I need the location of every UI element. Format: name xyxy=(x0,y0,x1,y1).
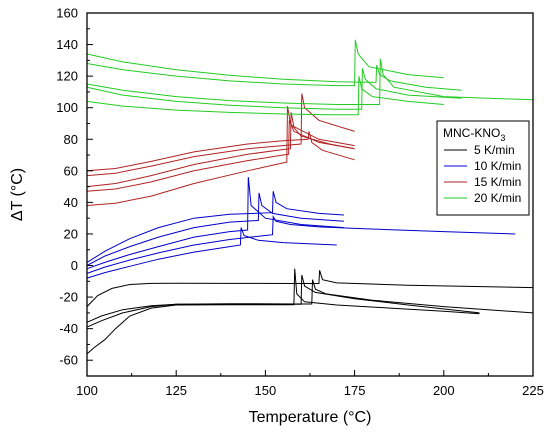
legend-entry-label: 20 K/min xyxy=(474,191,521,205)
y-tick-label: 100 xyxy=(56,100,78,115)
curves xyxy=(86,39,534,355)
x-tick-label: 225 xyxy=(522,383,544,398)
legend-title-subscript: 3 xyxy=(500,133,505,143)
series-line-1 xyxy=(86,268,480,355)
legend-title: MNC-KNO3 xyxy=(443,126,505,143)
x-tick-label: 150 xyxy=(255,383,277,398)
legend: MNC-KNO3 5 K/min 10 K/min 15 K/min 20 K/min xyxy=(436,120,530,216)
tick-labels: 100 125 150 175 200 225 -60 -40 -20 0 20 40 60 80 100 1… xyxy=(56,6,544,399)
y-tick-label: 0 xyxy=(71,258,78,273)
y-tick-label: -40 xyxy=(59,321,78,336)
y-tick-label: 120 xyxy=(56,69,78,84)
series-line-6 xyxy=(86,214,516,274)
x-tick-label: 175 xyxy=(344,383,366,398)
legend-box xyxy=(436,120,530,216)
series-line-13 xyxy=(86,93,355,177)
x-tick-label: 100 xyxy=(76,383,98,398)
y-tick-label: 40 xyxy=(64,195,78,210)
x-tick-label: 125 xyxy=(165,383,187,398)
y-tick-label: 140 xyxy=(56,37,78,52)
y-tick-label: 60 xyxy=(64,163,78,178)
y-axis-title: ΔT (°C) xyxy=(9,168,26,221)
legend-entry-label: 15 K/min xyxy=(474,175,521,189)
series-line-19 xyxy=(86,53,462,91)
y-tick-label: 80 xyxy=(64,132,78,147)
legend-entry-label: 10 K/min xyxy=(474,159,521,173)
series-line-12 xyxy=(86,112,355,188)
series-line-9 xyxy=(86,191,344,263)
ticks xyxy=(86,12,534,376)
series-line-7 xyxy=(86,177,344,270)
legend-title-main: MNC-KNO xyxy=(443,126,500,140)
y-tick-label: 160 xyxy=(56,6,78,21)
series-line-8 xyxy=(86,192,344,266)
series-line-5 xyxy=(86,227,337,279)
y-tick-label: 20 xyxy=(64,226,78,241)
x-tick-label: 200 xyxy=(433,383,455,398)
series-line-14 xyxy=(86,131,355,172)
y-tick-label: -20 xyxy=(59,290,78,305)
series-line-18 xyxy=(86,39,444,87)
legend-entry-label: 5 K/min xyxy=(474,143,515,157)
x-axis-title: Temperature (°C) xyxy=(249,409,372,426)
legend-items: 5 K/min 10 K/min 15 K/min 20 K/min xyxy=(444,143,521,205)
series-line-15 xyxy=(86,75,444,116)
series-line-17 xyxy=(86,58,534,105)
series-line-11 xyxy=(86,120,355,192)
series-line-2 xyxy=(86,279,534,328)
series-line-4 xyxy=(86,270,534,307)
series-line-3 xyxy=(86,274,480,323)
y-tick-label: -60 xyxy=(59,353,78,368)
series-line-10 xyxy=(86,106,355,206)
series-line-16 xyxy=(86,68,462,110)
